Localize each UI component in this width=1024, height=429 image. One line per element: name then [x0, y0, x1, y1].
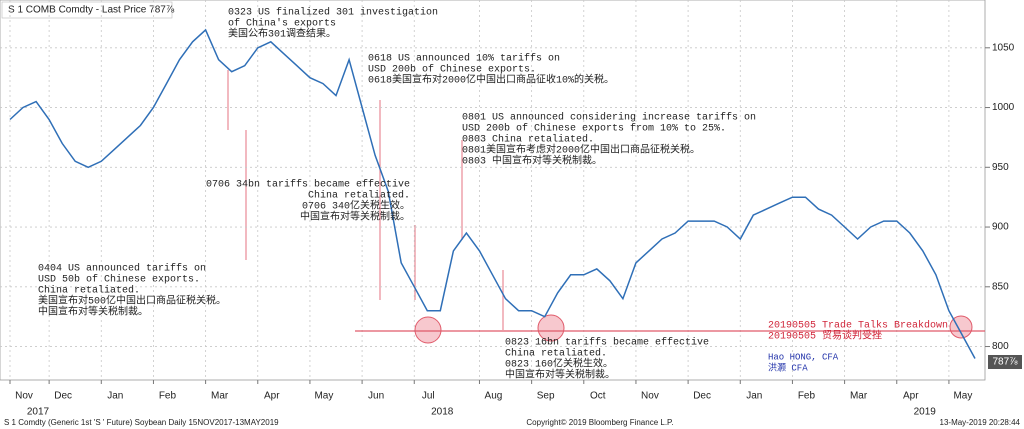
y-tick-label: 1000 — [992, 102, 1015, 113]
annotation: of China's exports — [228, 18, 336, 30]
annotation: Hao HONG, CFA — [768, 352, 839, 362]
annotation: 中国宣布对等关税制裁。 — [38, 305, 148, 319]
x-tick-label: May — [953, 391, 972, 402]
x-tick-label: Jul — [422, 391, 435, 402]
footer-right: 13-May-2019 20:28:44 — [940, 418, 1021, 427]
annotation: 中国宣布对等关税制裁。 — [505, 368, 615, 382]
annotation: 0706 34bn tariffs became effective — [206, 179, 410, 191]
last-price: 787⅞ — [992, 357, 1018, 368]
annotation: 美国公布301调查结果。 — [228, 27, 336, 41]
annotation: 0823 16bn tariffs became effective — [505, 337, 709, 349]
x-tick-label: Dec — [693, 391, 711, 402]
annotation: 0323 US finalized 301 investigation — [228, 7, 438, 19]
x-tick-label: Jun — [368, 391, 384, 402]
annotation: 20190505 Trade Talks Breakdown — [768, 320, 948, 332]
x-tick-label: Jan — [746, 391, 762, 402]
x-tick-label: Dec — [54, 391, 72, 402]
annotation: 0801美国宣布考虑对2000亿中国出口商品征税关税。 — [462, 143, 700, 157]
highlight — [414, 316, 442, 344]
x-tick-label: Sep — [537, 391, 555, 402]
annotation: China retaliated. — [308, 190, 410, 202]
plot-frame — [0, 0, 986, 381]
annotation: China retaliated. — [38, 285, 140, 297]
annotation: 0803 China retaliated. — [462, 134, 594, 146]
y-tick-label: 1050 — [992, 42, 1015, 53]
header-box — [1, 1, 173, 19]
year-label: 2019 — [914, 407, 937, 418]
y-tick-label: 850 — [992, 281, 1009, 292]
annotation: China retaliated. — [505, 348, 607, 360]
year-label: 2017 — [27, 407, 50, 418]
annotation: 20190505 贸易谈判受挫 — [768, 329, 882, 343]
highlight-circles — [414, 314, 973, 344]
annotation: USD 200b of Chinese exports from 10% to … — [462, 123, 726, 135]
x-tick-label: Mar — [211, 391, 229, 402]
annotation: 0618 US announced 10% tariffs on — [368, 53, 560, 65]
x-tick-label: Mar — [850, 391, 868, 402]
y-tick-label: 800 — [992, 341, 1009, 352]
last-price-box — [988, 355, 1022, 369]
footer-left: S 1 Comdty (Generic 1st 'S ' Future) Soy… — [4, 418, 279, 427]
x-tick-label: Jan — [107, 391, 123, 402]
x-tick-label: Nov — [641, 391, 659, 402]
annotation: 美国宣布对500亿中国出口商品征税关税。 — [38, 294, 226, 308]
annotation: USD 200b of Chinese exports. — [368, 64, 536, 76]
x-tick-label: Aug — [485, 391, 503, 402]
x-tick-label: Feb — [159, 391, 177, 402]
highlight — [537, 314, 565, 342]
annotation: 0801 US announced considering increase t… — [462, 112, 756, 124]
annotation: 中国宣布对等关税制裁。 — [300, 210, 410, 224]
year-label: 2018 — [431, 407, 454, 418]
annotation: 0823 160亿关税生效。 — [505, 357, 613, 371]
annotation: 0803 中国宣布对等关税制裁。 — [462, 154, 602, 168]
x-tick-label: Oct — [590, 391, 606, 402]
y-tick-label: 900 — [992, 222, 1009, 233]
annotation-stems — [227, 70, 504, 330]
annotation: USD 50b of Chinese exports. — [38, 274, 200, 286]
y-tick-label: 950 — [992, 162, 1009, 173]
x-tick-label: May — [314, 391, 333, 402]
x-tick-label: Feb — [798, 391, 816, 402]
footer-center: Copyright© 2019 Bloomberg Finance L.P. — [526, 418, 673, 427]
annotation: 0706 340亿关税生效。 — [302, 199, 410, 213]
annotation: 0404 US announced tariffs on — [38, 263, 206, 275]
header: S 1 COMB Comdty - Last Price 787⅞ — [8, 5, 175, 16]
x-tick-label: Apr — [264, 391, 280, 402]
x-tick-label: Apr — [903, 391, 919, 402]
price-line — [9, 28, 976, 359]
annotation: 洪灏 CFA — [768, 361, 808, 373]
annotation: 0618美国宣布对2000亿中国出口商品征收10%的关税。 — [368, 73, 614, 87]
x-tick-label: Nov — [15, 391, 33, 402]
